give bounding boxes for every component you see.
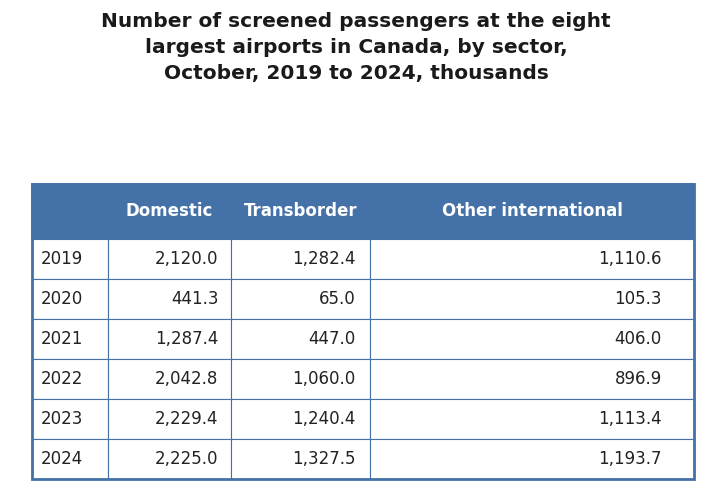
Bar xyxy=(32,184,108,239)
Text: Domestic: Domestic xyxy=(126,202,213,220)
Text: 65.0: 65.0 xyxy=(319,290,356,308)
Bar xyxy=(370,279,694,319)
Text: 406.0: 406.0 xyxy=(614,329,661,348)
Text: 1,113.4: 1,113.4 xyxy=(598,409,661,428)
Bar xyxy=(370,239,694,279)
Bar xyxy=(32,184,694,479)
Text: 2,120.0: 2,120.0 xyxy=(155,249,219,268)
Text: 1,282.4: 1,282.4 xyxy=(293,249,356,268)
Text: 2023: 2023 xyxy=(41,409,83,428)
Text: 1,060.0: 1,060.0 xyxy=(293,370,356,388)
Text: 2022: 2022 xyxy=(41,370,83,388)
Bar xyxy=(32,279,108,319)
Text: Other international: Other international xyxy=(441,202,622,220)
Bar xyxy=(231,399,370,439)
Bar xyxy=(108,399,231,439)
Text: 1,240.4: 1,240.4 xyxy=(293,409,356,428)
Bar xyxy=(32,319,108,358)
Bar xyxy=(231,319,370,358)
Bar xyxy=(108,239,231,279)
Bar xyxy=(231,184,370,239)
Text: 2024: 2024 xyxy=(41,450,83,468)
Bar xyxy=(370,319,694,358)
Bar xyxy=(32,358,108,399)
Bar xyxy=(32,439,108,479)
Bar xyxy=(108,279,231,319)
Text: 441.3: 441.3 xyxy=(171,290,219,308)
Text: 447.0: 447.0 xyxy=(308,329,356,348)
Bar xyxy=(32,399,108,439)
Bar xyxy=(231,358,370,399)
Bar xyxy=(231,439,370,479)
Bar xyxy=(32,239,108,279)
Text: 2019: 2019 xyxy=(41,249,83,268)
Text: Number of screened passengers at the eight
largest airports in Canada, by sector: Number of screened passengers at the eig… xyxy=(101,12,611,83)
Text: 1,193.7: 1,193.7 xyxy=(598,450,661,468)
Text: 2,229.4: 2,229.4 xyxy=(155,409,219,428)
Text: 2,042.8: 2,042.8 xyxy=(155,370,219,388)
Bar xyxy=(370,399,694,439)
Text: 1,110.6: 1,110.6 xyxy=(598,249,661,268)
Bar xyxy=(370,184,694,239)
Text: 896.9: 896.9 xyxy=(614,370,661,388)
Text: 1,287.4: 1,287.4 xyxy=(155,329,219,348)
Bar xyxy=(108,358,231,399)
Bar xyxy=(231,279,370,319)
Bar xyxy=(370,358,694,399)
Text: 2020: 2020 xyxy=(41,290,83,308)
Bar xyxy=(231,239,370,279)
Bar xyxy=(108,319,231,358)
Bar xyxy=(108,439,231,479)
Text: 105.3: 105.3 xyxy=(614,290,661,308)
Bar xyxy=(108,184,231,239)
Text: 2,225.0: 2,225.0 xyxy=(155,450,219,468)
Text: 2021: 2021 xyxy=(41,329,83,348)
Bar xyxy=(370,439,694,479)
Text: 1,327.5: 1,327.5 xyxy=(293,450,356,468)
Text: Transborder: Transborder xyxy=(244,202,357,220)
